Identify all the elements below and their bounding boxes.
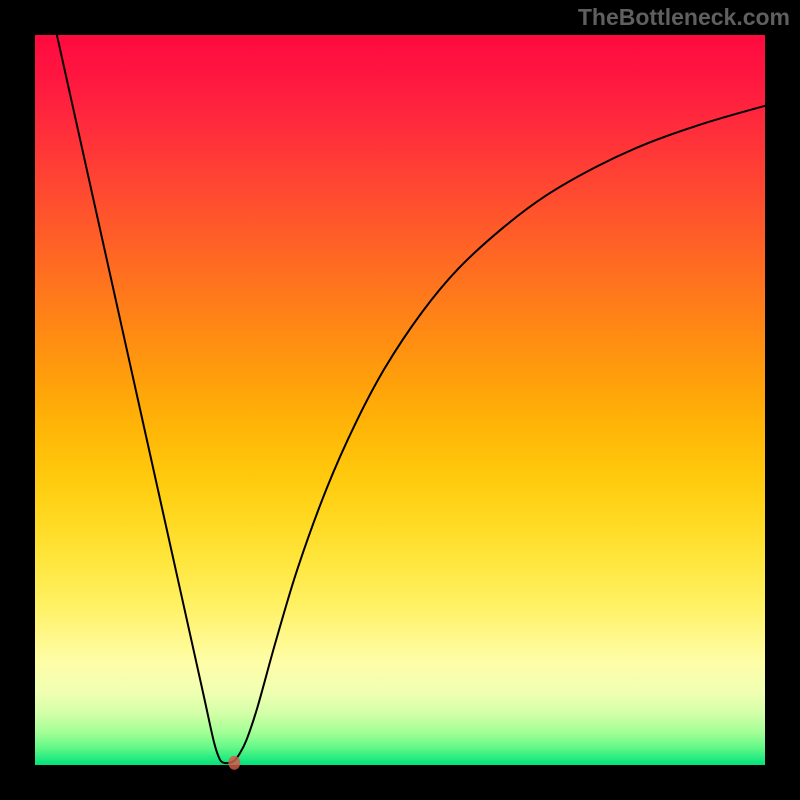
watermark-label: TheBottleneck.com xyxy=(578,4,790,31)
bottleneck-chart xyxy=(0,0,800,800)
optimum-marker xyxy=(228,756,240,770)
chart-container: TheBottleneck.com xyxy=(0,0,800,800)
plot-background xyxy=(35,35,765,765)
